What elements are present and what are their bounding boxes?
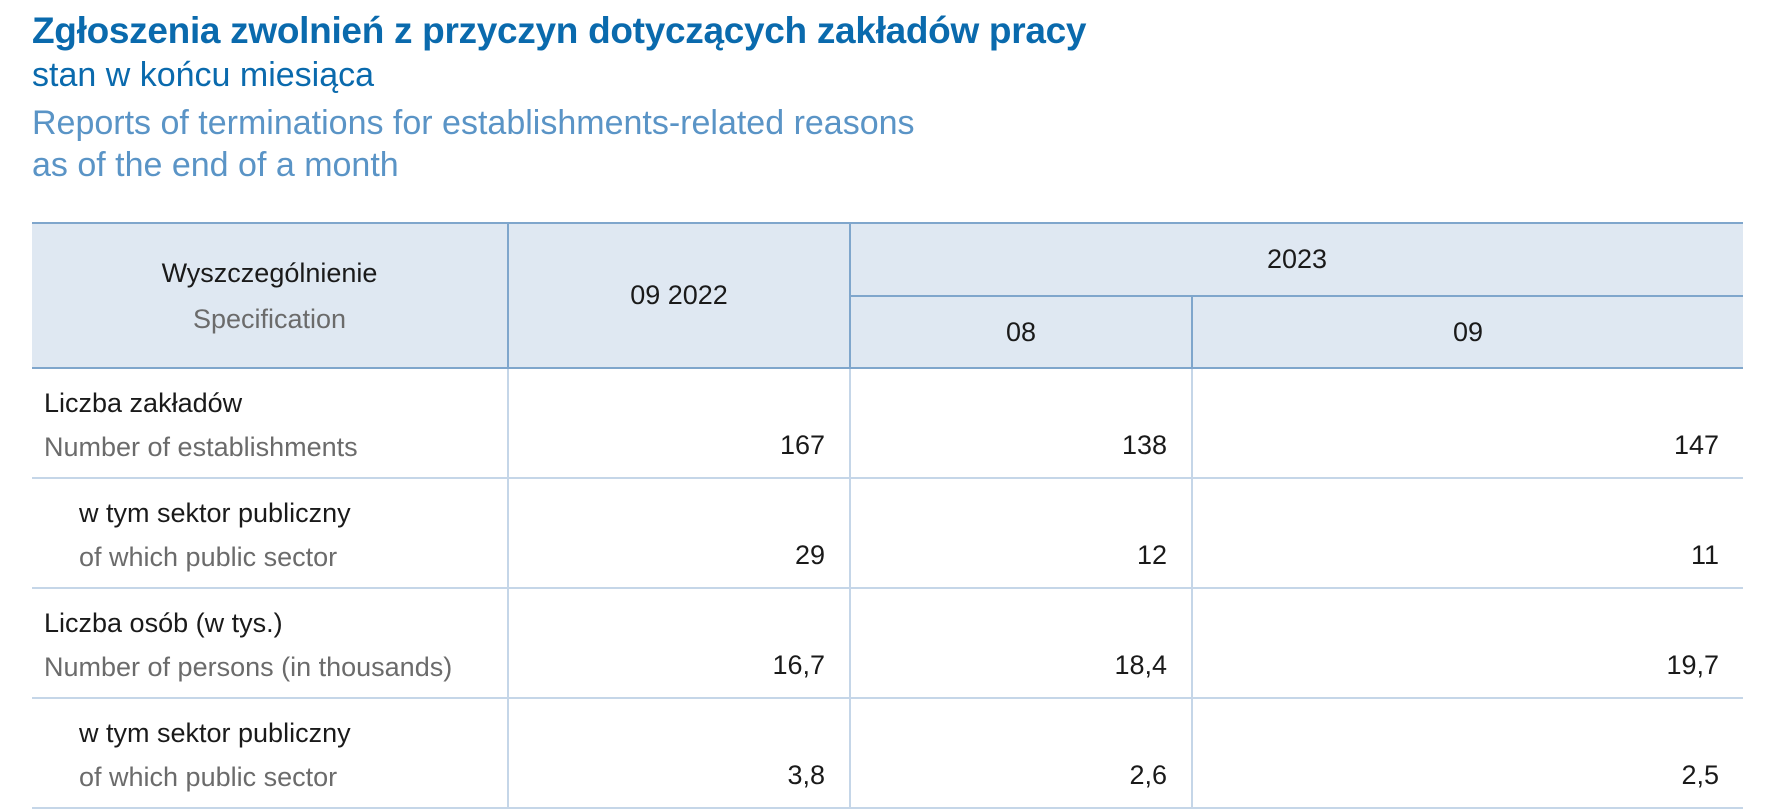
page-subtitle: stan w końcu miesiąca bbox=[32, 56, 375, 94]
table-row: w tym sektor publiczny of which public s… bbox=[32, 697, 1744, 809]
page-title-english: Reports of terminations for establishmen… bbox=[32, 104, 915, 142]
cell-value: 11 bbox=[1190, 477, 1744, 589]
cell-value: 167 bbox=[507, 367, 851, 479]
header-year-2023: 2023 bbox=[848, 222, 1744, 297]
header-col-09-2022: 09 2022 bbox=[507, 222, 851, 369]
cell-value: 16,7 bbox=[507, 587, 851, 699]
row-label-en: Number of establishments bbox=[44, 432, 358, 462]
page-subtitle-english: as of the end of a month bbox=[32, 146, 399, 184]
row-label-pl: w tym sektor publiczny bbox=[79, 718, 351, 748]
cell-value: 147 bbox=[1190, 367, 1744, 479]
cell-value: 2,6 bbox=[849, 697, 1193, 809]
row-label-pl: w tym sektor publiczny bbox=[79, 498, 351, 528]
page-title: Zgłoszenia zwolnień z przyczyn dotyczący… bbox=[32, 10, 1087, 51]
row-label: Liczba zakładów Number of establishments bbox=[32, 367, 509, 479]
row-label-en: Number of persons (in thousands) bbox=[44, 652, 453, 682]
row-label-pl: Liczba zakładów bbox=[44, 388, 243, 418]
cell-value: 18,4 bbox=[849, 587, 1193, 699]
header-specification-en: Specification bbox=[192, 303, 347, 334]
table-row: Liczba zakładów Number of establishments… bbox=[32, 367, 1744, 479]
row-label-en: of which public sector bbox=[79, 762, 338, 792]
cell-value: 138 bbox=[849, 367, 1193, 479]
row-label: w tym sektor publiczny of which public s… bbox=[32, 697, 509, 809]
header-specification: Wyszczególnienie Specification bbox=[32, 222, 509, 369]
row-label: Liczba osób (w tys.) Number of persons (… bbox=[32, 587, 509, 699]
cell-value: 2,5 bbox=[1190, 697, 1744, 809]
row-label-pl: Liczba osób (w tys.) bbox=[44, 608, 283, 638]
table-row: w tym sektor publiczny of which public s… bbox=[32, 477, 1744, 589]
cell-value: 12 bbox=[849, 477, 1193, 589]
header-month-09: 09 bbox=[1190, 295, 1744, 369]
header-specification-pl: Wyszczególnienie bbox=[161, 257, 378, 288]
row-label-en: of which public sector bbox=[79, 542, 338, 572]
header-month-08: 08 bbox=[850, 295, 1193, 369]
table-row: Liczba osób (w tys.) Number of persons (… bbox=[32, 587, 1744, 699]
terminations-table: Wyszczególnienie Specification 09 2022 2… bbox=[32, 222, 1744, 809]
cell-value: 29 bbox=[507, 477, 851, 589]
row-label: w tym sektor publiczny of which public s… bbox=[32, 477, 509, 589]
cell-value: 19,7 bbox=[1190, 587, 1744, 699]
cell-value: 3,8 bbox=[507, 697, 851, 809]
